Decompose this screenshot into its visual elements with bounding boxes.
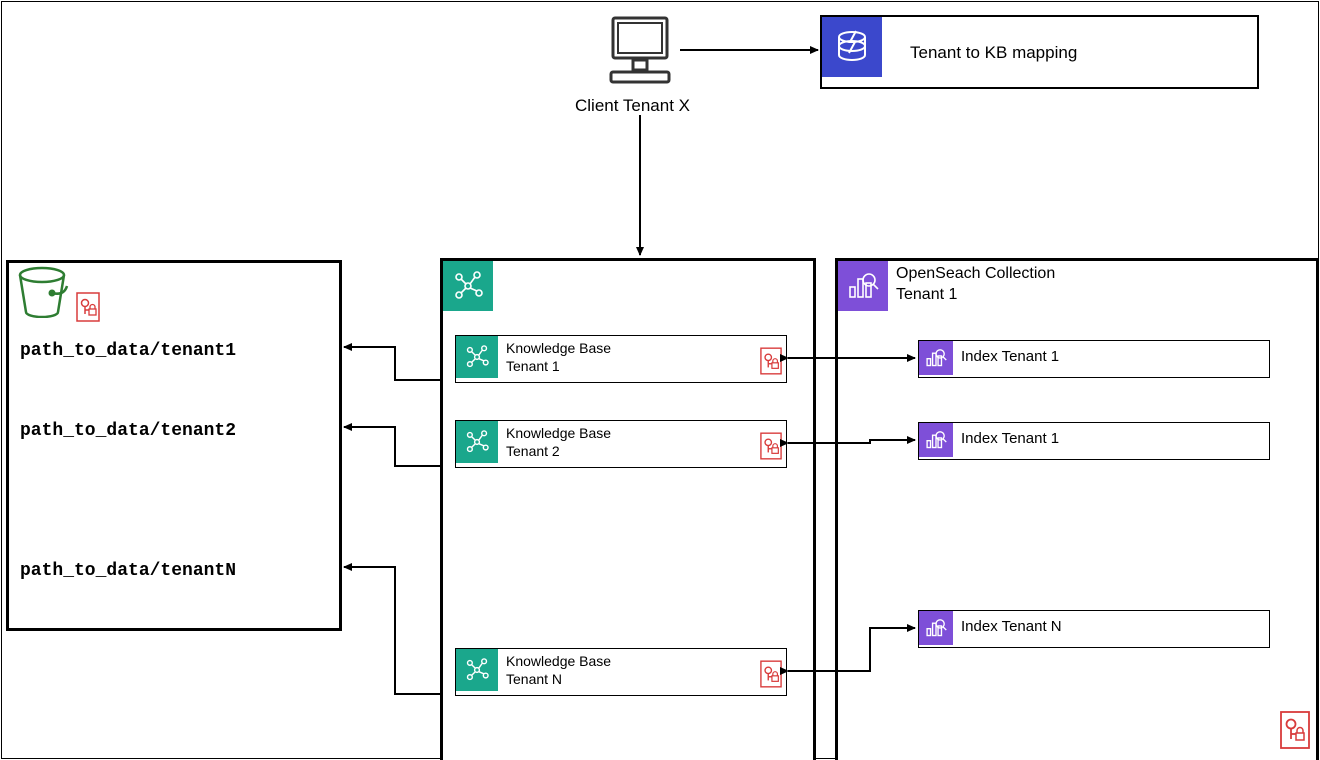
security-icon-opensearch — [1280, 711, 1310, 754]
bedrock-icon — [456, 649, 498, 691]
security-icon-kb — [760, 432, 782, 465]
kb-label: Knowledge BaseTenant N — [506, 653, 611, 688]
s3-path-1: path_to_data/tenant1 — [20, 340, 236, 363]
index-label: Index Tenant 1 — [961, 430, 1059, 447]
bedrock-icon — [456, 421, 498, 463]
opensearch-icon — [919, 341, 953, 375]
security-icon-s3 — [76, 292, 100, 327]
security-icon-kb — [760, 660, 782, 693]
bedrock-icon — [456, 336, 498, 378]
s3-path-2: path_to_data/tenant2 — [20, 420, 236, 443]
opensearch-box — [835, 258, 1319, 760]
kb-row-2: Knowledge BaseTenant 2 — [455, 420, 787, 468]
opensearch-icon — [919, 611, 953, 645]
index-row-3: Index Tenant N — [918, 610, 1270, 648]
kb-row-1: Knowledge BaseTenant 1 — [455, 335, 787, 383]
kb-label: Knowledge BaseTenant 1 — [506, 340, 611, 375]
index-label: Index Tenant N — [961, 618, 1062, 635]
kb-row-3: Knowledge BaseTenant N — [455, 648, 787, 696]
kb-label: Knowledge BaseTenant 2 — [506, 425, 611, 460]
client-label: Client Tenant X — [575, 95, 690, 117]
bucket-icon — [14, 266, 70, 323]
index-row-2: Index Tenant 1 — [918, 422, 1270, 460]
mapping-label: Tenant to KB mapping — [910, 42, 1077, 64]
client-icon — [605, 15, 675, 85]
s3-path-n: path_to_data/tenantN — [20, 560, 236, 583]
index-row-1: Index Tenant 1 — [918, 340, 1270, 378]
opensearch-header-icon — [838, 261, 888, 311]
dynamodb-icon — [822, 17, 882, 77]
index-label: Index Tenant 1 — [961, 348, 1059, 365]
opensearch-title: OpenSeach CollectionTenant 1 — [896, 264, 1055, 306]
opensearch-icon — [919, 423, 953, 457]
security-icon-kb — [760, 347, 782, 380]
bedrock-header-icon — [443, 261, 493, 311]
